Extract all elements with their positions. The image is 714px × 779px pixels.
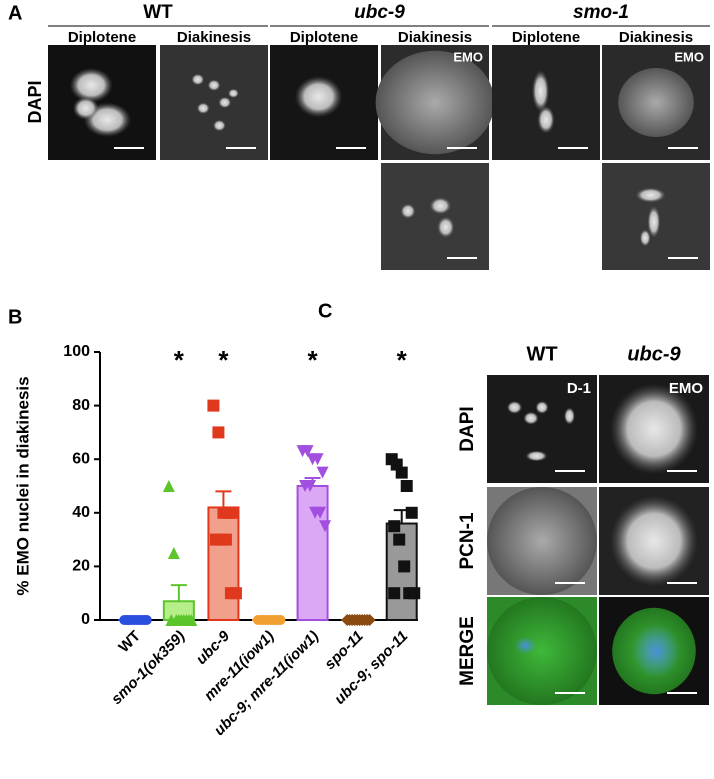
data-point [393, 533, 406, 546]
data-point [408, 587, 421, 600]
micrograph-feature [635, 187, 666, 203]
image-label: EMO [453, 49, 483, 64]
data-point [207, 399, 220, 412]
micrograph-feature [212, 119, 226, 132]
data-point [319, 520, 332, 533]
y-axis-title: % EMO nuclei in diakinesis [13, 376, 32, 595]
row-label: PCN-1 [457, 512, 478, 569]
micrograph-feature [228, 88, 239, 98]
x-tick-label: WT [115, 628, 144, 657]
group-title: ubc-9 [354, 2, 405, 23]
micrograph-feature [196, 102, 210, 114]
y-tick-label: 80 [72, 397, 90, 414]
micrograph-feature [523, 411, 539, 425]
data-point [141, 615, 152, 625]
micrograph-feature [537, 105, 555, 134]
data-point [405, 506, 418, 519]
group-title: smo-1 [573, 2, 629, 23]
data-point [167, 547, 180, 559]
micrograph-feature [535, 400, 549, 414]
micrograph-feature [564, 407, 575, 425]
data-point [162, 480, 175, 492]
column-title: Diplotene [512, 29, 580, 46]
y-tick-label: 20 [72, 558, 90, 575]
data-point [185, 614, 198, 626]
image-label: EMO [674, 49, 704, 64]
panel-label: B [8, 306, 22, 328]
data-point [227, 506, 240, 519]
data-point [301, 445, 314, 458]
micrograph-feature [207, 79, 221, 91]
micrograph [381, 163, 489, 270]
panel-label: C [318, 300, 332, 322]
image-label: EMO [669, 380, 704, 397]
micrograph-feature [375, 50, 495, 155]
micrograph-feature [487, 597, 597, 705]
micrograph-feature [506, 400, 523, 414]
column-title: WT [526, 343, 557, 365]
micrograph-feature [437, 216, 455, 238]
row-label: DAPI [457, 406, 478, 451]
column-title: Diakinesis [398, 29, 472, 46]
micrograph-feature [618, 68, 694, 137]
significance-label: * [174, 345, 185, 375]
significance-label: * [308, 345, 319, 375]
column-title: Diplotene [68, 29, 136, 46]
data-point [275, 615, 286, 625]
micrograph-feature [514, 636, 537, 655]
y-tick-label: 100 [63, 343, 90, 360]
micrograph-feature [525, 450, 548, 462]
data-point [398, 560, 411, 573]
column-title: Diakinesis [619, 29, 693, 46]
micrograph-feature [191, 73, 205, 86]
data-point [229, 587, 242, 600]
y-tick-label: 0 [81, 611, 90, 628]
micrograph-feature [218, 96, 232, 109]
bar [296, 485, 329, 621]
micrograph-feature [429, 197, 452, 215]
micrograph-feature [487, 487, 597, 595]
micrograph-feature [531, 70, 550, 112]
data-point [314, 506, 327, 519]
y-tick-label: 40 [72, 504, 90, 521]
row-label: MERGE [457, 616, 478, 686]
y-tick-label: 60 [72, 450, 90, 467]
column-title: Diplotene [290, 29, 358, 46]
micrograph-feature [647, 205, 661, 238]
micrograph [487, 375, 597, 483]
micrograph-feature [400, 203, 416, 219]
data-point [212, 426, 225, 439]
image-label: D-1 [567, 380, 591, 397]
micrograph-feature [632, 624, 681, 678]
data-point [400, 480, 413, 492]
significance-label: * [397, 345, 408, 375]
data-point [388, 587, 401, 600]
micrograph-feature [69, 68, 113, 103]
data-point [311, 453, 324, 466]
data-point [363, 614, 376, 626]
column-title: Diakinesis [177, 29, 251, 46]
bar [207, 506, 240, 621]
panel-label: A [8, 2, 22, 24]
micrograph-feature [610, 495, 698, 587]
micrograph-feature [294, 76, 343, 118]
data-point [388, 520, 401, 533]
micrograph-feature [639, 229, 651, 247]
data-point [395, 466, 408, 479]
column-title: ubc-9 [627, 343, 681, 365]
x-tick-label: ubc-9 [193, 627, 234, 668]
micrograph-feature [72, 96, 99, 120]
micrograph [48, 45, 156, 160]
row-label: DAPI [25, 80, 45, 123]
data-point [316, 466, 329, 479]
group-title: WT [143, 2, 173, 23]
significance-label: * [218, 345, 229, 375]
data-point [304, 480, 317, 492]
data-point [219, 533, 232, 546]
micrograph-feature [610, 383, 698, 475]
micrograph [160, 45, 268, 160]
